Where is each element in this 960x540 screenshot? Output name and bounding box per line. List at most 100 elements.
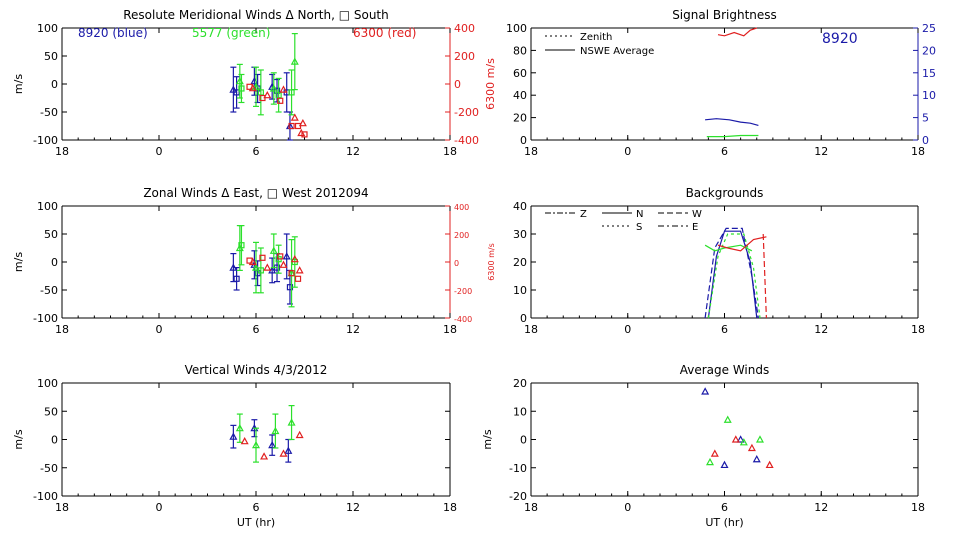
point-triangle-blue — [268, 440, 277, 449]
x-tick-label: 18 — [524, 145, 538, 158]
y-tick-label: 0 — [520, 312, 527, 325]
point-square-blue — [233, 89, 240, 96]
y-tick-label: -50 — [40, 106, 58, 119]
series-line-blue — [705, 118, 759, 126]
x-tick-label: 6 — [721, 323, 728, 336]
y2-tick-label: 20 — [922, 44, 936, 57]
point-triangle-red — [279, 260, 288, 268]
point-triangle-red — [298, 118, 307, 127]
point-triangle-red — [263, 90, 272, 99]
point-square-green — [275, 92, 282, 99]
x-tick-label: 0 — [624, 145, 631, 158]
point-triangle-green — [251, 82, 261, 90]
point-triangle-green — [251, 263, 261, 271]
y2-tick-label: 400 — [454, 22, 475, 35]
x-axis-label: UT (hr) — [705, 516, 743, 529]
x-tick-label: 0 — [624, 323, 631, 336]
point-triangle-red — [290, 113, 299, 121]
point-triangle-red — [765, 460, 774, 469]
x-tick-label: 6 — [253, 501, 260, 514]
x-tick-label: 18 — [443, 323, 457, 336]
y2-tick-label: 0 — [922, 134, 929, 147]
x-tick-label: 18 — [55, 501, 69, 514]
x-tick-label: 18 — [443, 145, 457, 158]
legend-s: S — [636, 222, 642, 233]
chart-title: Backgrounds — [686, 186, 764, 200]
point-square-blue — [233, 275, 240, 282]
chart-zonal: Zonal Winds Δ East, □ West 2012094 18 0 6 12… — [12, 186, 496, 336]
y2-tick-label: -400 — [454, 134, 479, 147]
x-tick-label: 18 — [55, 323, 69, 336]
y-tick-label: -100 — [33, 312, 58, 325]
point-triangle-green — [271, 426, 280, 435]
point-triangle-red — [731, 435, 740, 443]
x-tick-label: 6 — [253, 145, 260, 158]
y-tick-label: 50 — [44, 405, 58, 418]
x-tick-label: 18 — [911, 323, 925, 336]
x-tick-label: 6 — [721, 145, 728, 158]
point-square-green — [257, 267, 264, 274]
chart-title: Resolute Meridional Winds Δ North, □ Sou… — [123, 8, 389, 22]
y2-tick-label: 10 — [922, 89, 936, 102]
legend-red: 6300 (red) — [353, 26, 416, 40]
y-tick-label: 40 — [513, 89, 527, 102]
y-axis-label: m/s — [12, 74, 25, 94]
y-tick-label: 100 — [506, 22, 527, 35]
point-triangle-green — [235, 423, 244, 432]
y-tick-label: 100 — [37, 22, 58, 35]
x-tick-label: 12 — [814, 323, 828, 336]
y2-axis-label: 6300 m/s — [484, 58, 497, 110]
y2-tick-label: 5 — [922, 112, 929, 125]
series-line-green — [706, 134, 759, 138]
y2-tick-label: 400 — [454, 203, 469, 212]
x-tick-label: 12 — [814, 501, 828, 514]
y2-tick-label: 0 — [454, 78, 461, 91]
point-triangle-red — [248, 83, 257, 92]
point-triangle-red — [240, 436, 249, 445]
x-tick-label: 18 — [524, 501, 538, 514]
point-triangle-blue — [752, 455, 761, 463]
y-tick-label: -50 — [40, 462, 58, 475]
point-triangle-green — [287, 418, 296, 426]
x-tick-label: 0 — [156, 145, 163, 158]
x-tick-label: 18 — [911, 145, 925, 158]
point-triangle-red — [279, 85, 288, 93]
series-line-red — [717, 236, 767, 252]
y-tick-label: 100 — [37, 377, 58, 390]
point-square-green — [238, 242, 245, 249]
series-line-red — [762, 233, 767, 319]
y-tick-label: 50 — [44, 228, 58, 241]
point-triangle-green — [251, 440, 261, 449]
point-triangle-blue — [720, 460, 729, 469]
legend-e: E — [692, 222, 698, 233]
y2-tick-label: -200 — [454, 106, 479, 119]
point-triangle-blue — [229, 432, 238, 440]
chart-meridional: Resolute Meridional Winds Δ North, □ Sou… — [12, 8, 497, 158]
point-triangle-red — [248, 257, 257, 266]
legend-nswe: NSWE Average — [580, 46, 654, 57]
x-axis-label: UT (hr) — [237, 516, 275, 529]
y-tick-label: 0 — [520, 434, 527, 447]
x-tick-label: 12 — [346, 501, 360, 514]
point-square-red — [277, 253, 284, 260]
point-triangle-green — [269, 246, 278, 254]
legend-green: 5577 (green) — [192, 26, 270, 40]
legend-z: Z — [580, 209, 587, 220]
point-triangle-red — [747, 443, 756, 452]
x-tick-label: 0 — [156, 501, 163, 514]
point-triangle-green — [755, 435, 764, 443]
y2-tick-label: -200 — [454, 287, 472, 296]
x-tick-label: 18 — [524, 323, 538, 336]
y-tick-label: 10 — [513, 284, 527, 297]
chart-title: Zonal Winds Δ East, □ West 2012094 — [143, 186, 368, 200]
chart-title: Vertical Winds 4/3/2012 — [185, 363, 328, 377]
point-triangle-red — [295, 430, 304, 439]
point-square-red — [294, 275, 302, 282]
series-line-blue — [704, 227, 759, 319]
y-tick-label: -10 — [509, 462, 527, 475]
y-tick-label: 20 — [513, 256, 527, 269]
point-triangle-blue — [284, 446, 293, 454]
